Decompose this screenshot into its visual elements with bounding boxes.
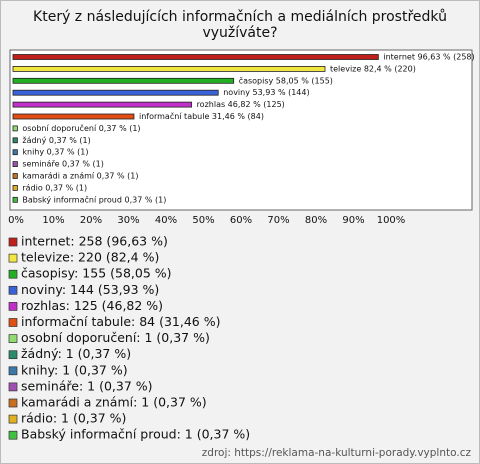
legend-label: televize: 220 (82,4 %)	[21, 250, 159, 265]
x-tick-label: 40%	[155, 215, 177, 226]
legend-label: internet: 258 (96,63 %)	[21, 234, 168, 249]
legend-label: rádio: 1 (0,37 %)	[21, 411, 126, 426]
bar	[12, 196, 18, 203]
bar	[12, 161, 18, 168]
legend-label: žádný: 1 (0,37 %)	[21, 346, 131, 361]
legend-label: knihy: 1 (0,37 %)	[21, 362, 128, 377]
value-label: časopisy 58,05 % (155)	[239, 75, 333, 85]
legend-swatch	[8, 318, 18, 327]
value-label: žádný 0,37 % (1)	[22, 136, 90, 145]
legend-label: Babský informační proud: 1 (0,37 %)	[21, 427, 250, 442]
value-label: televize 82,4 % (220)	[330, 64, 416, 73]
x-tick-label: 20%	[80, 215, 102, 226]
legend-label: časopisy: 155 (58,05 %)	[21, 266, 172, 281]
legend-label: rozhlas: 125 (46,82 %)	[21, 298, 163, 313]
value-label: rozhlas 46,82 % (125)	[197, 100, 285, 109]
legend-label: informační tabule: 84 (31,46 %)	[21, 314, 220, 329]
legend-swatch	[8, 398, 18, 408]
bar	[12, 125, 18, 132]
x-tick-label: 100%	[377, 215, 406, 226]
legend-label: kamarádi a známí: 1 (0,37 %)	[21, 395, 207, 410]
legend-swatch	[8, 237, 18, 247]
value-label: noviny 53,93 % (144)	[223, 88, 309, 97]
bar	[12, 89, 219, 96]
chart-title: Který z následujících informačních a med…	[33, 9, 447, 41]
legend-label: osobní doporučení: 1 (0,37 %)	[21, 330, 210, 345]
plot-frame	[9, 49, 473, 211]
x-tick-label: 60%	[230, 215, 252, 226]
legend-swatch	[8, 366, 18, 376]
value-label: kamarádi a známí 0,37 % (1)	[22, 172, 138, 181]
value-label: internet 96,63 % (258)	[383, 53, 474, 62]
value-label: semináře 0,37 % (1)	[22, 160, 104, 169]
value-label: informační tabule 31,46 % (84)	[139, 111, 264, 121]
legend-swatch	[8, 253, 18, 263]
x-tick-label: 30%	[117, 215, 139, 226]
x-tick-label: 90%	[342, 215, 364, 226]
bar	[12, 101, 192, 108]
legend-swatch	[8, 285, 18, 295]
legend-label: noviny: 144 (53,93 %)	[21, 282, 159, 297]
bar	[12, 137, 18, 144]
bar	[12, 184, 18, 191]
legend-swatch	[8, 414, 18, 424]
legend-swatch	[8, 430, 18, 440]
x-tick-label: 50%	[192, 215, 214, 226]
value-label: Babský informační proud 0,37 % (1)	[22, 194, 166, 204]
x-tick-label: 10%	[42, 215, 64, 226]
legend-swatch	[8, 350, 18, 360]
legend-label: semináře: 1 (0,37 %)	[21, 378, 153, 393]
bar	[12, 77, 235, 84]
bar	[12, 113, 135, 120]
x-tick-label: 80%	[305, 215, 327, 226]
value-label: rádio 0,37 % (1)	[22, 183, 87, 192]
legend-swatch	[8, 382, 18, 392]
bar	[12, 66, 326, 72]
bar	[12, 149, 18, 156]
x-tick-label: 70%	[267, 215, 289, 226]
value-label: knihy 0,37 % (1)	[22, 148, 88, 157]
source: zdroj: https://reklama-na-kulturni-porad…	[202, 447, 472, 459]
x-tick-label: 0%	[8, 215, 24, 226]
legend-swatch	[8, 334, 18, 343]
bar	[12, 54, 379, 60]
value-label: osobní doporučení 0,37 % (1)	[22, 123, 140, 133]
bar	[12, 173, 18, 179]
legend-swatch	[8, 302, 18, 311]
legend-swatch	[8, 269, 18, 279]
